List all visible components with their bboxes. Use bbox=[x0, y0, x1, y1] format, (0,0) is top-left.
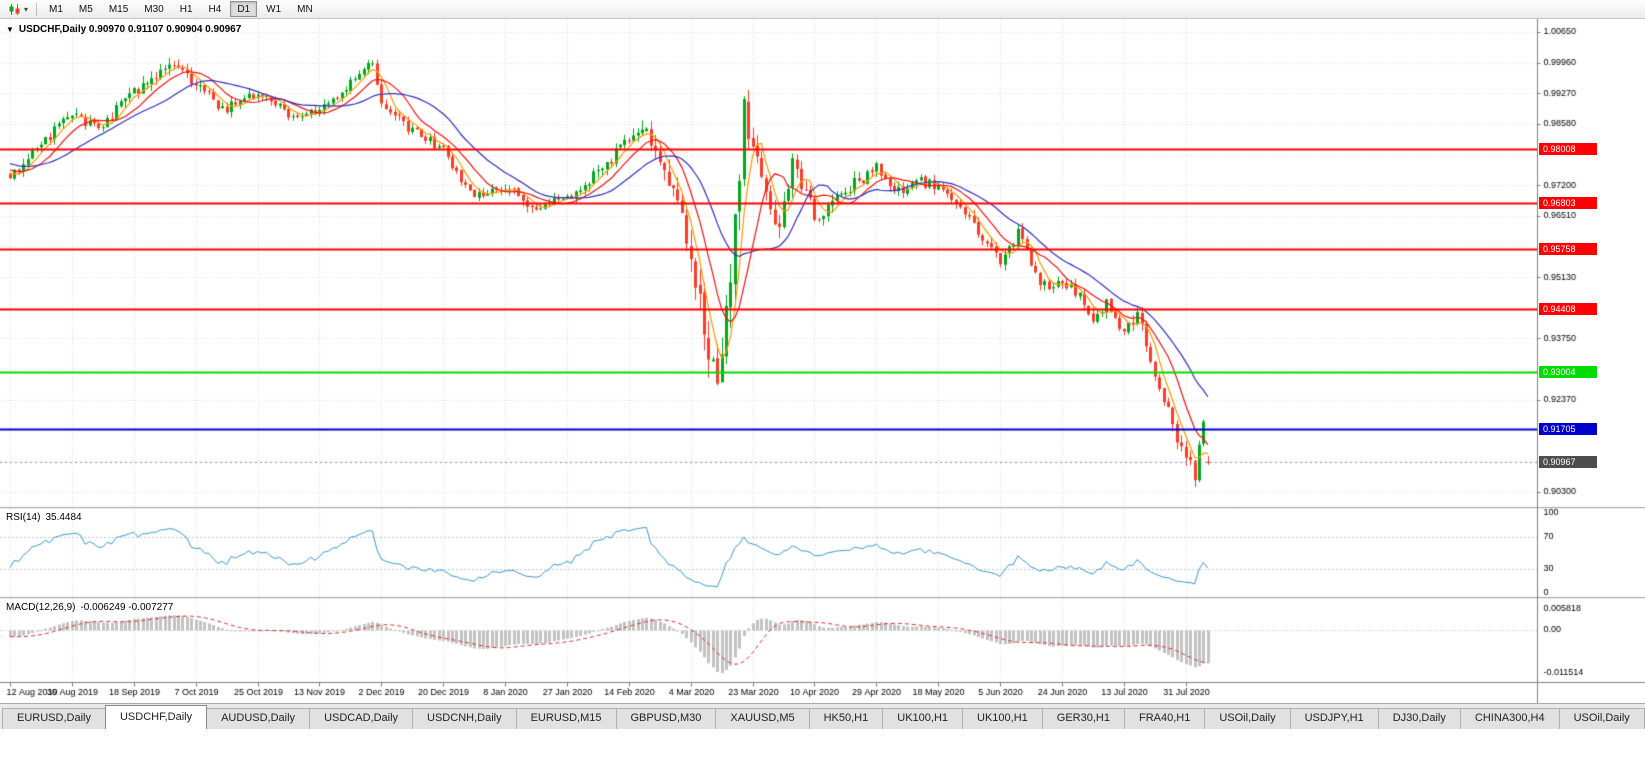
timeframe-button-d1[interactable]: D1 bbox=[230, 1, 258, 17]
timeframe-button-m5[interactable]: M5 bbox=[78, 4, 93, 15]
chart-tabs-bar: EURUSD,Daily USDCHF,Daily AUDUSD,Daily USDC… bbox=[0, 703, 1645, 729]
timeframe-button-h4[interactable]: H4 bbox=[208, 4, 222, 15]
price-line-tag-0.91705: 0.91705 bbox=[1539, 423, 1597, 435]
timeframe-button-w1[interactable]: W1 bbox=[266, 4, 282, 15]
bid-price-tag: 0.90967 bbox=[1539, 456, 1597, 468]
chart-tab-usdcnh-daily[interactable]: USDCNH,Daily bbox=[412, 708, 517, 729]
chart-tab-uk100-h1[interactable]: UK100,H1 bbox=[962, 708, 1043, 729]
price-chart-canvas[interactable] bbox=[0, 19, 1645, 703]
toolbar-separator bbox=[36, 2, 38, 16]
chart-type-dropdown-icon[interactable]: ▾ bbox=[24, 4, 29, 14]
timeframe-button-m1[interactable]: M1 bbox=[49, 4, 63, 15]
price-line-tag-0.96803: 0.96803 bbox=[1539, 197, 1597, 209]
chart-tab-usdjpy-h1[interactable]: USDJPY,H1 bbox=[1289, 708, 1379, 729]
price-line-tag-0.95758: 0.95758 bbox=[1539, 243, 1597, 255]
chart-tab-hk50-h1[interactable]: HK50,H1 bbox=[808, 708, 884, 729]
chart-tab-eurusd-daily[interactable]: EURUSD,Daily bbox=[2, 708, 106, 729]
price-line-tag-0.93004: 0.93004 bbox=[1539, 366, 1597, 378]
timeframe-button-m15[interactable]: M15 bbox=[108, 4, 129, 15]
timeframe-button-mn[interactable]: MN bbox=[297, 4, 313, 15]
timeframe-buttons-group: M1 M5 M15 M30 H1 H4 D1 W1 MN bbox=[42, 1, 322, 17]
chart-tab-gbpusd-m30[interactable]: GBPUSD,M30 bbox=[615, 708, 717, 729]
candlestick-chart-icon[interactable] bbox=[5, 2, 23, 17]
chart-tab-xauusd-m5[interactable]: XAUUSD,M5 bbox=[715, 708, 810, 729]
price-line-tag-0.94408: 0.94408 bbox=[1539, 303, 1597, 315]
timeframe-button-m30[interactable]: M30 bbox=[144, 4, 164, 15]
chart-tab-eurusd-m15[interactable]: EURUSD,M15 bbox=[515, 708, 617, 729]
chart-tab-dj30-daily[interactable]: DJ30,Daily bbox=[1377, 708, 1461, 729]
chart-tab-usoil-daily[interactable]: USOil,Daily bbox=[1204, 708, 1291, 729]
chart-tab-china300-h4[interactable]: CHINA300,H4 bbox=[1459, 708, 1560, 729]
bottom-strip bbox=[0, 729, 1645, 765]
chart-tab-usdcad-daily[interactable]: USDCAD,Daily bbox=[309, 708, 414, 729]
timeframe-button-h1[interactable]: H1 bbox=[179, 4, 193, 15]
chart-tab-fra40-h1[interactable]: FRA40,H1 bbox=[1123, 708, 1206, 729]
chart-tab-uk100-h1[interactable]: UK100,H1 bbox=[882, 708, 964, 729]
price-line-tag-0.98008: 0.98008 bbox=[1539, 143, 1597, 155]
timeframe-toolbar: ▾ M1 M5 M15 M30 H1 H4 D1 W1 MN bbox=[0, 0, 1645, 19]
chart-tab-audusd-daily[interactable]: AUDUSD,Daily bbox=[206, 708, 311, 729]
chart-area: ▼ USDCHF,Daily 0.90970 0.91107 0.90904 0.… bbox=[0, 19, 1645, 703]
chart-tab-usdchf-daily[interactable]: USDCHF,Daily bbox=[104, 705, 208, 729]
chart-tab-ger30-h1[interactable]: GER30,H1 bbox=[1041, 708, 1125, 729]
chart-tab-usoil-daily[interactable]: USOil,Daily bbox=[1558, 708, 1645, 729]
